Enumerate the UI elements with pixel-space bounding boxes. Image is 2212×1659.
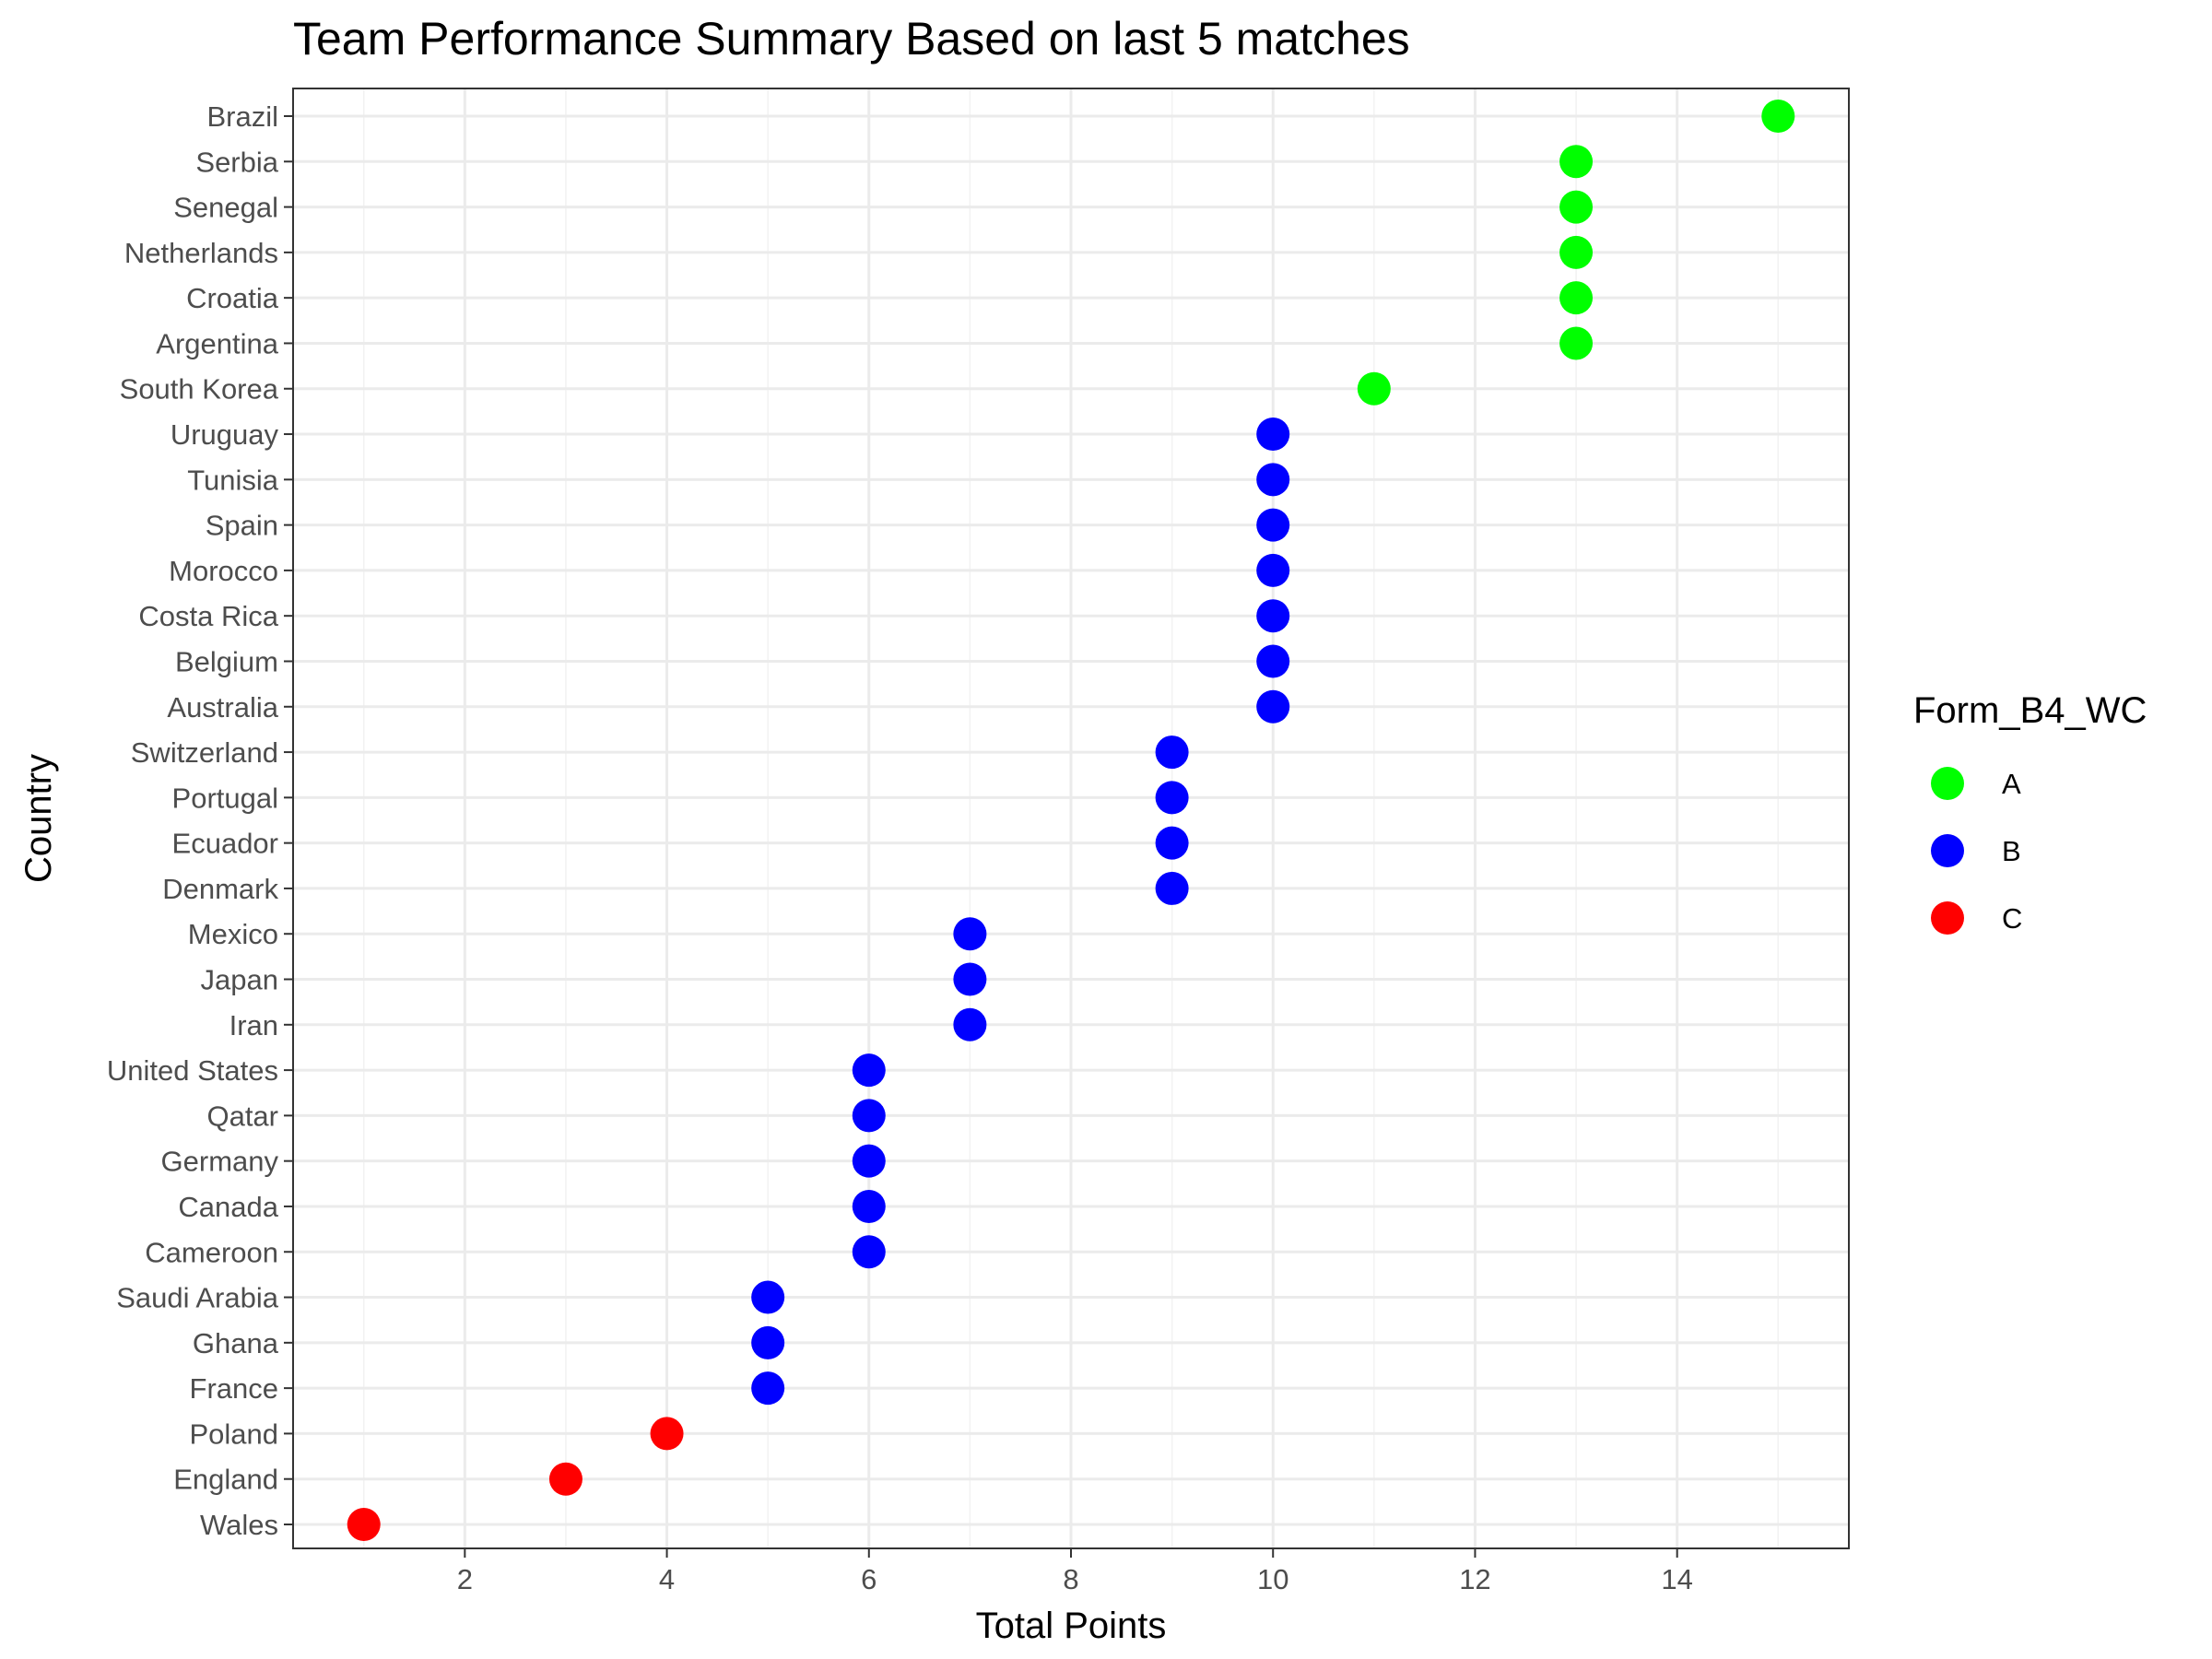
data-point xyxy=(548,1462,582,1496)
y-tick-label: United States xyxy=(107,1054,278,1087)
legend: Form_B4_WC A B C xyxy=(1913,690,2147,935)
data-point xyxy=(1559,326,1594,360)
data-point xyxy=(1155,781,1189,815)
data-points xyxy=(347,100,1795,1541)
x-tick-label: 6 xyxy=(861,1563,877,1595)
data-point xyxy=(751,1371,785,1406)
data-point xyxy=(852,1053,886,1088)
legend-key xyxy=(1931,767,1964,800)
data-point xyxy=(953,962,987,996)
data-point xyxy=(1256,418,1290,452)
data-point xyxy=(953,917,987,951)
y-tick-label: Wales xyxy=(200,1509,278,1541)
legend-label: A xyxy=(2002,768,2021,800)
y-tick-label: Iran xyxy=(229,1009,278,1041)
x-tick-label: 12 xyxy=(1459,1563,1490,1595)
data-point xyxy=(953,1007,987,1041)
data-point xyxy=(347,1508,381,1541)
y-tick-label: Canada xyxy=(178,1191,278,1223)
x-tick-label: 8 xyxy=(1063,1563,1078,1595)
legend-key xyxy=(1931,834,1964,867)
data-point xyxy=(1357,371,1391,406)
y-axis-title: Country xyxy=(18,754,59,883)
y-tick-label: Saudi Arabia xyxy=(116,1282,279,1314)
data-point xyxy=(1256,463,1290,497)
data-point xyxy=(1256,508,1290,542)
data-point xyxy=(650,1417,684,1451)
data-point xyxy=(852,1189,886,1223)
data-point xyxy=(1559,235,1594,269)
y-tick-label: Qatar xyxy=(206,1100,278,1132)
data-point xyxy=(1155,735,1189,770)
y-tick-label: Cameroon xyxy=(145,1236,278,1268)
y-tick-label: Mexico xyxy=(188,918,278,950)
x-tick-label: 2 xyxy=(457,1563,473,1595)
x-tick-label: 4 xyxy=(659,1563,675,1595)
y-tick-label: England xyxy=(173,1464,278,1496)
y-tick-label: Netherlands xyxy=(124,237,278,269)
y-tick-label: South Korea xyxy=(120,373,279,406)
x-tick-label: 10 xyxy=(1257,1563,1288,1595)
y-tick-label: Uruguay xyxy=(171,418,279,451)
y-tick-label: Germany xyxy=(161,1146,279,1178)
data-point xyxy=(852,1144,886,1178)
y-tick-label: Croatia xyxy=(186,282,279,314)
y-tick-label: Denmark xyxy=(162,873,278,905)
data-point xyxy=(852,1099,886,1133)
legend-label: B xyxy=(2002,835,2021,867)
y-tick-label: Morocco xyxy=(169,555,278,587)
y-tick-label: Costa Rica xyxy=(138,600,278,632)
data-point xyxy=(751,1325,785,1359)
y-tick-label: Spain xyxy=(206,510,278,542)
data-point xyxy=(1256,689,1290,724)
y-tick-label: Japan xyxy=(201,964,278,996)
y-tick-label: Argentina xyxy=(156,327,278,359)
y-tick-label: Poland xyxy=(189,1418,278,1450)
chart-title: Team Performance Summary Based on last 5… xyxy=(293,13,1410,65)
data-point xyxy=(852,1235,886,1269)
data-point xyxy=(1559,190,1594,224)
x-tick-label: 14 xyxy=(1661,1563,1692,1595)
data-point xyxy=(1559,145,1594,179)
plot-grid xyxy=(293,88,1849,1548)
y-tick-label: Ghana xyxy=(193,1327,279,1359)
data-point xyxy=(751,1280,785,1314)
y-tick-label: Portugal xyxy=(172,782,278,814)
data-point xyxy=(1256,553,1290,587)
data-point xyxy=(1559,281,1594,315)
data-point xyxy=(1256,599,1290,633)
y-axis: Brazil Serbia Senegal Netherlands Croatia Arg… xyxy=(107,100,293,1541)
y-tick-label: Brazil xyxy=(206,100,278,133)
data-point xyxy=(1256,644,1290,678)
y-tick-label: Belgium xyxy=(175,645,278,677)
y-tick-label: Tunisia xyxy=(187,464,279,496)
y-tick-label: Switzerland xyxy=(131,736,278,769)
y-tick-label: France xyxy=(190,1372,278,1405)
y-tick-label: Senegal xyxy=(173,192,278,224)
data-point xyxy=(1155,871,1189,905)
legend-key xyxy=(1931,901,1964,935)
y-tick-label: Ecuador xyxy=(172,828,278,860)
legend-label: C xyxy=(2002,902,2022,935)
x-axis-title: Total Points xyxy=(976,1606,1167,1646)
data-point xyxy=(1155,826,1189,860)
data-point xyxy=(1761,100,1795,133)
y-tick-label: Australia xyxy=(167,691,278,724)
y-tick-label: Serbia xyxy=(195,146,278,178)
x-axis: 2 4 6 8 10 12 14 xyxy=(457,1548,1693,1595)
legend-title: Form_B4_WC xyxy=(1913,690,2147,731)
